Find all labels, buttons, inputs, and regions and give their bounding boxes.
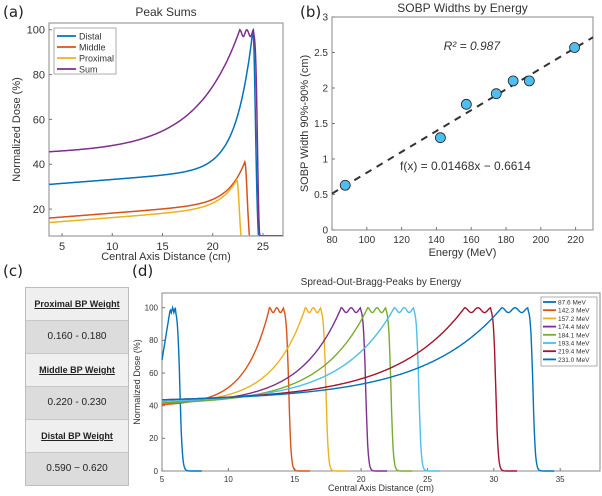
panel-label-d: (d) [132,262,154,280]
x-tick-label: 10 [224,475,233,484]
chart-d: 5 10 15 20 25 30 35 0 20 40 60 80 100 Spread-Out-Brag… [132,277,601,493]
legend-label: 231.0 MeV [558,357,590,364]
x-tick-label: 15 [156,241,168,253]
y-tick-label: 1 [322,155,328,166]
table-header-proximal: Proximal BP Weight [26,288,128,321]
chart-title: Peak Sums [135,5,196,19]
x-tick-label: 15 [290,475,299,484]
x-tick-label: 35 [556,475,565,484]
plot-area [331,16,594,231]
legend-label: Proximal [79,54,114,64]
y-tick-label: 1.5 [314,119,328,130]
x-tick-label: 10 [106,241,118,253]
x-axis-label: Central Axis Distance (cm) [101,251,231,263]
x-tick-label: 160 [463,235,480,246]
y-axis-label: SOBP Width 90%-90% (cm) [299,55,311,192]
y-tick-label: 2.5 [314,48,328,59]
x-tick-label: 5 [160,475,165,484]
y-axis-label: Normalized Dose (%) [11,77,23,182]
x-tick-label: 100 [358,235,375,246]
chart-title: SOBP Widths by Energy [397,1,528,15]
legend-label: Sum [79,65,98,75]
x-tick-label: 5 [59,241,65,253]
series-line-231-0-mev [162,306,555,472]
data-point [523,75,535,87]
series-line-proximal [49,178,283,236]
y-tick-label: 3 [322,13,328,24]
data-point [460,98,472,110]
table-value-middle: 0.220 - 0.230 [26,387,128,420]
x-tick-label: 220 [567,235,584,246]
legend-box [540,296,598,367]
panel-label-c: (c) [3,262,23,280]
chart-b: 80 100 120 140 160 180 200 220 0 0.5 1 1.5 2 2.5 3 SOBP… [299,1,594,259]
x-tick-label: 30 [489,475,498,484]
series-line-distal [49,29,283,236]
data-point [435,132,446,144]
data-point [507,75,519,87]
x-tick-label: 25 [423,475,432,484]
panel-label-b: (b) [300,3,322,21]
series-line-sum [49,27,283,236]
table-header-distal: Distal BP Weight [26,420,128,453]
legend-label: 193.4 MeV [558,341,590,348]
x-tick-label: 140 [428,235,445,246]
x-tick-label: 20 [207,241,219,253]
r-squared-annotation: R² = 0.987 [444,39,502,53]
table-header-middle: Middle BP Weight [26,354,128,387]
legend-label: Distal [79,32,102,42]
chart-a: 5 10 15 20 25 20 40 60 80 100 Peak Sums Central Axi… [11,5,284,263]
series-group [49,27,283,236]
y-tick-label: 20 [33,204,45,216]
y-tick-label: 80 [33,69,45,81]
legend-label: 157.2 MeV [558,316,590,323]
legend-label: 184.1 MeV [558,332,590,339]
y-tick-label: 0.5 [314,190,328,201]
y-tick-label: 2 [322,84,328,95]
x-tick-label: 200 [532,235,549,246]
x-tick-label: 120 [393,235,410,246]
x-tick-label: 20 [357,475,366,484]
legend-label: 142.3 MeV [558,308,590,315]
series-line-middle [49,159,283,236]
bp-weight-table: Proximal BP Weight 0.160 - 0.180 Middle … [25,287,129,486]
legend-label: 174.4 MeV [558,324,590,331]
y-tick-label: 0 [322,226,328,237]
legend-label: 219.4 MeV [558,349,590,356]
legend-label: Middle [79,43,106,53]
y-tick-label: 60 [149,369,158,378]
series-line-193-4-mev [162,306,441,472]
y-tick-label: 20 [149,434,158,443]
table-value-proximal: 0.160 - 0.180 [26,321,128,354]
x-tick-label: 180 [498,235,515,246]
fit-equation-annotation: f(x) = 0.01468x − 0.6614 [400,159,531,173]
x-tick-label: 80 [326,235,338,246]
y-tick-label: 0 [154,467,159,476]
table-value-distal: 0.590 − 0.620 [26,453,128,485]
y-tick-label: 100 [145,303,159,312]
data-point [569,42,580,53]
y-tick-label: 40 [33,159,45,171]
series-line-87-6-mev [161,305,202,472]
series-line-184-1-mev [162,306,413,472]
y-tick-label: 80 [149,336,158,345]
y-tick-label: 40 [149,401,158,410]
x-axis-label: Energy (MeV) [429,247,497,259]
chart-title: Spread-Out-Bragg-Peaks by Energy [301,277,462,288]
fit-line [331,36,594,195]
x-axis-label: Central Axis Distance (cm) [328,483,434,493]
x-tick-label: 25 [257,241,269,253]
data-point [490,88,502,100]
y-axis-label: Normalized Dose (%) [132,339,142,425]
y-tick-label: 60 [33,114,45,126]
panel-label-a: (a) [3,3,24,21]
y-tick-label: 100 [27,25,45,37]
data-point [339,179,351,191]
legend-label: 87.6 MeV [558,300,586,307]
